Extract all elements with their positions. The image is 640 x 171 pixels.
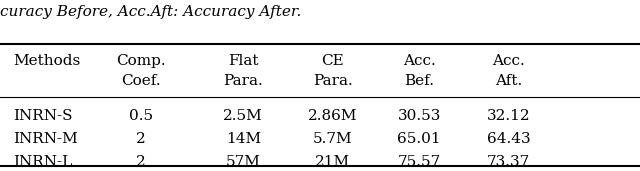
Text: 21M: 21M [316, 155, 350, 169]
Text: 5.7M: 5.7M [313, 132, 353, 146]
Text: 2.5M: 2.5M [223, 109, 263, 123]
Text: 57M: 57M [226, 155, 260, 169]
Text: 2.86M: 2.86M [308, 109, 358, 123]
Text: 30.53: 30.53 [397, 109, 441, 123]
Text: 75.57: 75.57 [397, 155, 441, 169]
Text: Acc.: Acc. [403, 54, 436, 68]
Text: 0.5: 0.5 [129, 109, 153, 123]
Text: Para.: Para. [223, 74, 263, 88]
Text: Aft.: Aft. [495, 74, 522, 88]
Text: Coef.: Coef. [121, 74, 161, 88]
Text: 65.01: 65.01 [397, 132, 441, 146]
Text: Flat: Flat [228, 54, 259, 68]
Text: Bef.: Bef. [404, 74, 434, 88]
Text: 2: 2 [136, 155, 146, 169]
Text: 73.37: 73.37 [487, 155, 531, 169]
Text: Acc.: Acc. [492, 54, 525, 68]
Text: curacy Before, Acc.Aft: Accuracy After.: curacy Before, Acc.Aft: Accuracy After. [0, 5, 301, 19]
Text: INRN-M: INRN-M [13, 132, 77, 146]
Text: INRN-L: INRN-L [13, 155, 72, 169]
Text: 2: 2 [136, 132, 146, 146]
Text: 32.12: 32.12 [487, 109, 531, 123]
Text: Para.: Para. [313, 74, 353, 88]
Text: INRN-S: INRN-S [13, 109, 72, 123]
Text: CE: CE [321, 54, 344, 68]
Text: Comp.: Comp. [116, 54, 166, 68]
Text: Methods: Methods [13, 54, 80, 68]
Text: 64.43: 64.43 [487, 132, 531, 146]
Text: 14M: 14M [226, 132, 260, 146]
